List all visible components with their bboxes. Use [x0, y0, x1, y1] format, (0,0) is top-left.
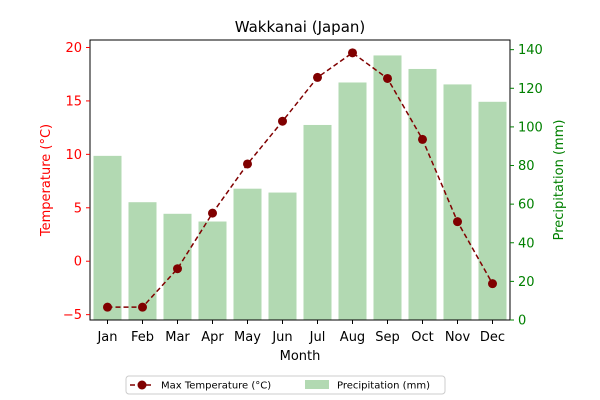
x-tick-label-oct: Oct [411, 330, 433, 345]
x-tick-label-aug: Aug [340, 330, 365, 345]
left-axis-label: Temperature (°C) [39, 124, 54, 237]
precip-bar-sep [373, 55, 402, 321]
x-axis-label: Month [280, 349, 321, 364]
legend-bar-swatch [305, 380, 329, 389]
legend-marker-swatch [137, 380, 147, 390]
x-tick-label-apr: Apr [201, 330, 224, 345]
right-tick-label: 20 [518, 275, 535, 290]
right-tick-label: 140 [518, 43, 543, 58]
left-tick-label: 0 [74, 255, 82, 270]
temperature-point-may [243, 159, 252, 169]
precip-bar-may [233, 188, 262, 320]
right-tick-label: 120 [518, 82, 543, 97]
left-tick-label: 20 [65, 41, 82, 56]
left-tick-label: 10 [65, 148, 82, 163]
precip-bar-jan [93, 155, 122, 320]
temperature-point-apr [208, 208, 217, 218]
precip-bar-nov [443, 84, 472, 321]
chart-title: Wakkanai (Japan) [235, 18, 366, 36]
x-tick-label-jul: Jul [309, 330, 326, 345]
legend-frame [125, 375, 446, 395]
temperature-point-sep [383, 73, 392, 83]
precip-bar-jun [268, 192, 297, 320]
left-tick-label: −5 [63, 308, 82, 323]
precip-bar-jul [303, 124, 332, 320]
legend-label-temperature: Max Temperature (°C) [161, 381, 271, 392]
legend-label-precipitation: Precipitation (mm) [337, 381, 430, 392]
right-tick-label: 40 [518, 236, 535, 251]
temperature-point-jan [103, 302, 112, 312]
precip-bar-oct [408, 68, 437, 320]
temperature-point-jun [278, 116, 287, 126]
temperature-line [107, 51, 494, 308]
right-axis-label: Precipitation (mm) [552, 120, 567, 241]
temperature-point-nov [453, 217, 462, 227]
right-tick-label: 80 [518, 159, 535, 174]
legend: Max Temperature (°C) Precipitation (mm) [125, 375, 446, 395]
precip-bar-feb [128, 202, 157, 320]
right-tick-label: 0 [518, 314, 526, 329]
x-tick-label-may: May [234, 330, 261, 345]
left-tick-label: 5 [74, 201, 82, 216]
precip-bar-aug [338, 82, 367, 320]
x-tick-label-jun: Jun [271, 330, 292, 345]
right-tick-label: 60 [518, 198, 535, 213]
plot-frame [89, 39, 511, 321]
precip-bar-apr [198, 221, 227, 320]
temperature-point-oct [418, 134, 427, 144]
left-tick-label: 15 [65, 94, 82, 109]
x-tick-label-dec: Dec [480, 330, 505, 345]
x-tick-label-nov: Nov [445, 330, 471, 345]
x-tick-label-feb: Feb [131, 330, 154, 345]
x-tick-label-sep: Sep [375, 330, 400, 345]
x-tick-label-mar: Mar [165, 330, 190, 345]
temperature-point-mar [173, 264, 182, 274]
temperature-point-dec [488, 279, 497, 289]
right-tick-label: 100 [518, 120, 543, 135]
temperature-point-jul [313, 72, 322, 82]
temperature-point-feb [138, 302, 147, 312]
x-tick-label-jan: Jan [96, 330, 117, 345]
temperature-point-aug [348, 48, 357, 58]
